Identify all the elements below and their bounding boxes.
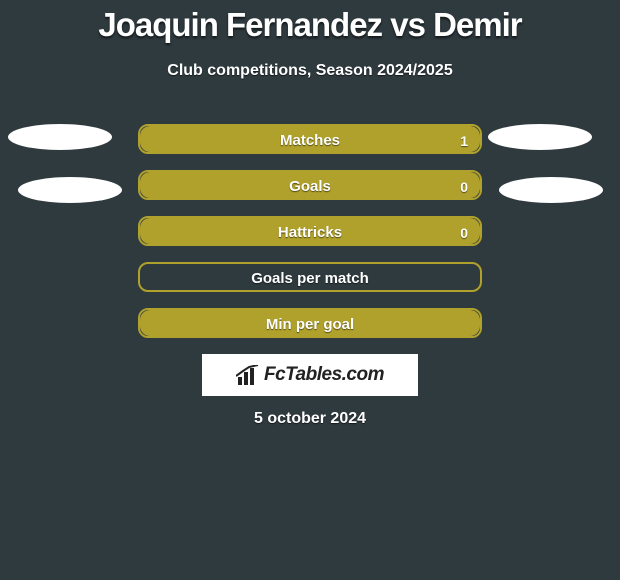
brand-text: FcTables.com	[264, 364, 384, 386]
bar-value: 0	[460, 172, 468, 202]
stat-row-min-per-goal: Min per goal	[0, 308, 620, 338]
bar-track: Goals per match	[138, 262, 482, 292]
bar-label: Min per goal	[140, 310, 480, 340]
bar-label: Goals	[140, 172, 480, 202]
bar-value: 0	[460, 218, 468, 248]
stat-row-goals-per-match: Goals per match	[0, 262, 620, 292]
player-right-oval	[499, 177, 603, 203]
player-left-oval	[8, 124, 112, 150]
brand-box: FcTables.com	[202, 354, 418, 396]
bar-track: Hattricks 0	[138, 216, 482, 246]
stat-row-matches: Matches 1	[0, 124, 620, 154]
bar-track: Min per goal	[138, 308, 482, 338]
stat-row-goals: Goals 0	[0, 170, 620, 200]
player-right-oval	[488, 124, 592, 150]
bar-label: Hattricks	[140, 218, 480, 248]
bar-value: 1	[460, 126, 468, 156]
bar-track: Matches 1	[138, 124, 482, 154]
subtitle: Club competitions, Season 2024/2025	[0, 44, 620, 80]
bar-label: Matches	[140, 126, 480, 156]
page-title: Joaquin Fernandez vs Demir	[0, 0, 620, 44]
stat-row-hattricks: Hattricks 0	[0, 216, 620, 246]
bar-label: Goals per match	[140, 264, 480, 294]
player-left-oval	[18, 177, 122, 203]
date-text: 5 october 2024	[0, 410, 620, 428]
bar-chart-icon	[236, 365, 260, 385]
bar-track: Goals 0	[138, 170, 482, 200]
